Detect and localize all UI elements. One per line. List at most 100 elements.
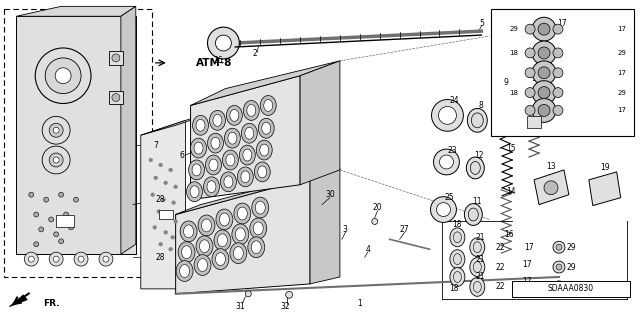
Circle shape [538, 105, 550, 116]
Circle shape [532, 41, 556, 65]
Ellipse shape [209, 110, 225, 130]
Ellipse shape [247, 105, 256, 116]
Circle shape [112, 54, 120, 62]
Polygon shape [191, 61, 340, 106]
Polygon shape [310, 168, 340, 284]
Text: 17: 17 [557, 19, 567, 28]
Text: 17: 17 [524, 243, 534, 252]
Text: 25: 25 [445, 193, 454, 202]
Circle shape [438, 107, 456, 124]
Polygon shape [589, 172, 621, 205]
Circle shape [44, 197, 49, 202]
Circle shape [49, 217, 54, 222]
Ellipse shape [198, 259, 207, 271]
Text: FR.: FR. [44, 299, 60, 308]
Circle shape [538, 47, 550, 59]
Text: 21: 21 [476, 233, 485, 242]
Ellipse shape [474, 242, 481, 253]
Text: 26: 26 [214, 56, 223, 65]
Text: 1: 1 [358, 299, 362, 308]
Circle shape [174, 185, 177, 189]
Circle shape [59, 239, 63, 244]
Circle shape [54, 232, 59, 237]
Text: 31: 31 [236, 302, 245, 311]
Circle shape [162, 198, 166, 201]
Circle shape [525, 48, 535, 58]
Circle shape [172, 201, 175, 204]
Ellipse shape [241, 123, 257, 143]
Circle shape [553, 261, 565, 273]
Circle shape [68, 225, 74, 230]
Text: 22: 22 [495, 263, 505, 271]
Bar [4, 9, 152, 277]
Text: 29: 29 [618, 90, 627, 96]
Circle shape [159, 242, 163, 246]
Circle shape [553, 106, 563, 115]
Ellipse shape [470, 278, 484, 296]
Ellipse shape [243, 149, 252, 161]
Bar [527, 116, 541, 128]
Polygon shape [534, 170, 569, 204]
Circle shape [164, 181, 168, 185]
Circle shape [153, 226, 157, 229]
Ellipse shape [207, 133, 223, 153]
Ellipse shape [211, 137, 220, 149]
Text: SDAAA0830: SDAAA0830 [548, 284, 594, 293]
Circle shape [53, 157, 59, 163]
Ellipse shape [232, 224, 249, 245]
Text: 29: 29 [618, 50, 627, 56]
Circle shape [556, 264, 562, 270]
Ellipse shape [224, 176, 233, 188]
Circle shape [538, 67, 550, 79]
Text: 17: 17 [522, 278, 532, 286]
Ellipse shape [194, 142, 203, 154]
Text: 5: 5 [480, 19, 484, 28]
Text: 11: 11 [472, 197, 482, 206]
Polygon shape [141, 110, 220, 135]
Ellipse shape [471, 113, 483, 128]
Ellipse shape [190, 186, 199, 198]
Circle shape [49, 252, 63, 266]
Ellipse shape [225, 128, 241, 148]
Circle shape [49, 153, 63, 167]
Ellipse shape [191, 138, 207, 158]
Ellipse shape [237, 207, 247, 220]
Circle shape [63, 212, 68, 217]
Text: 2: 2 [253, 49, 258, 58]
Ellipse shape [467, 108, 487, 132]
Ellipse shape [189, 160, 205, 180]
Bar [109, 51, 123, 65]
Ellipse shape [205, 155, 221, 175]
Ellipse shape [474, 281, 481, 292]
Circle shape [151, 193, 154, 197]
Circle shape [553, 68, 563, 78]
Ellipse shape [228, 132, 237, 144]
Text: 19: 19 [600, 163, 609, 173]
Ellipse shape [470, 258, 484, 277]
Bar [492, 9, 634, 136]
Text: 32: 32 [280, 302, 290, 311]
Circle shape [167, 215, 170, 218]
Ellipse shape [465, 204, 483, 226]
Circle shape [103, 256, 109, 262]
Circle shape [525, 24, 535, 34]
Text: 18: 18 [509, 90, 518, 96]
Text: ATM-8: ATM-8 [196, 58, 232, 68]
Circle shape [28, 256, 35, 262]
Ellipse shape [187, 182, 202, 202]
Text: 9: 9 [504, 78, 509, 87]
Circle shape [74, 252, 88, 266]
Ellipse shape [245, 127, 254, 139]
Ellipse shape [241, 171, 250, 183]
Ellipse shape [239, 145, 255, 165]
Circle shape [440, 155, 453, 169]
Text: 27: 27 [400, 225, 410, 234]
Polygon shape [175, 168, 340, 214]
Text: 29: 29 [566, 243, 576, 252]
Text: 29: 29 [566, 282, 576, 291]
Ellipse shape [214, 230, 231, 251]
Text: 17: 17 [618, 108, 627, 114]
Circle shape [538, 23, 550, 35]
Circle shape [216, 35, 232, 51]
Ellipse shape [176, 261, 193, 281]
